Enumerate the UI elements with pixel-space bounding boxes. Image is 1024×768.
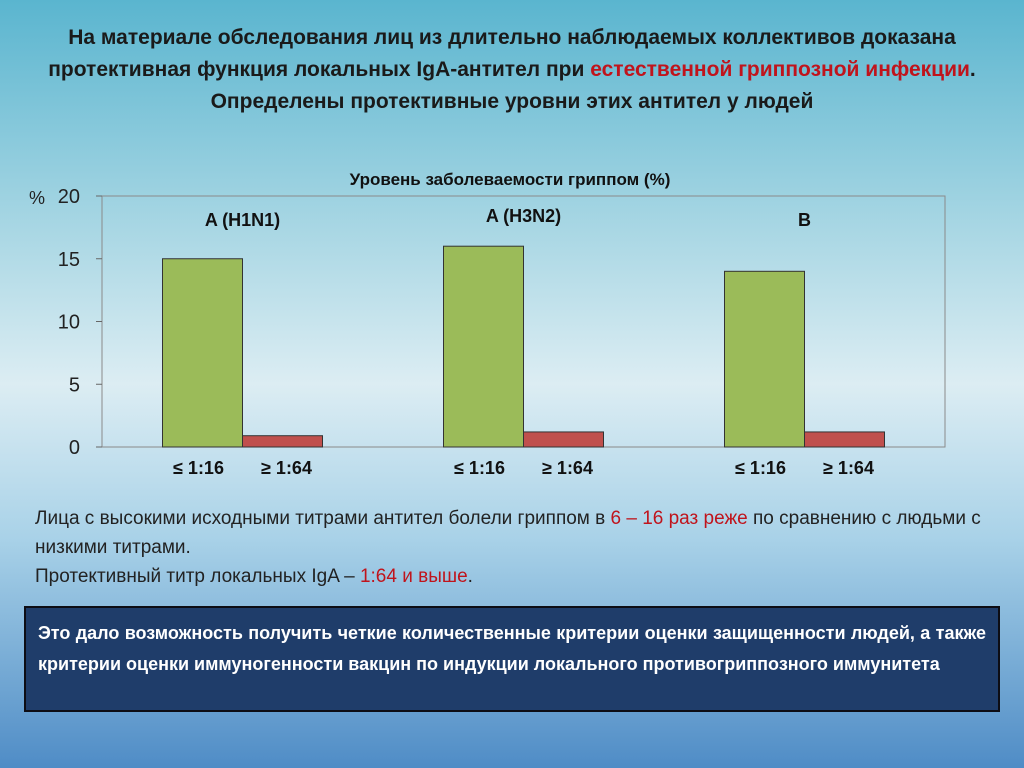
x-category-label: ≥ 1:64 <box>542 458 593 478</box>
y-tick-label: 10 <box>58 312 80 334</box>
bar-low-titer <box>162 258 243 448</box>
para-highlight-1: 6 – 16 раз реже <box>610 508 748 529</box>
y-tick-label: 20 <box>58 186 80 208</box>
para-text-4: . <box>467 566 473 587</box>
conclusion-text: Это дало возможность получить четкие кол… <box>38 623 986 674</box>
bar-low-titer <box>724 270 805 448</box>
para-highlight-2: 1:64 и выше <box>359 566 468 587</box>
para-text-3: Протективный титр локальных IgA – <box>35 566 360 587</box>
title-text-1: На материале обследования лиц из длитель… <box>48 26 956 81</box>
x-category-label: ≤ 1:16 <box>173 458 224 478</box>
bar-high-titer <box>242 435 323 448</box>
group-label: A (H1N1) <box>204 210 281 230</box>
para-text-1: Лица с высокими исходными титрами антите… <box>35 508 611 529</box>
bar-low-titer <box>443 245 524 448</box>
title-text-2: . Определены протективные уровни этих ан… <box>210 58 976 113</box>
group-label: B <box>798 210 811 230</box>
x-category-label: ≤ 1:16 <box>454 458 505 478</box>
y-tick-label: 15 <box>58 249 80 271</box>
group-label: A (H3N2) <box>485 206 562 226</box>
y-axis-unit: % <box>29 188 46 208</box>
bar-high-titer <box>523 431 604 448</box>
chart-title: Уровень заболеваемости гриппом (%) <box>349 170 671 189</box>
y-tick-label: 5 <box>69 374 80 396</box>
x-category-label: ≤ 1:16 <box>735 458 786 478</box>
result-paragraph: Лица с высокими исходными титрами антите… <box>35 504 995 591</box>
y-tick-label: 0 <box>69 437 80 459</box>
x-category-label: ≥ 1:64 <box>823 458 874 478</box>
title-highlight: естественной гриппозной инфекции <box>590 58 970 81</box>
bar-high-titer <box>804 431 885 448</box>
conclusion-box: Это дало возможность получить четкие кол… <box>24 606 1000 712</box>
x-category-label: ≥ 1:64 <box>261 458 312 478</box>
slide-title: На материале обследования лиц из длитель… <box>8 22 1016 118</box>
para-text-2: по сравнению с людьми с низкими титрами. <box>35 508 981 558</box>
